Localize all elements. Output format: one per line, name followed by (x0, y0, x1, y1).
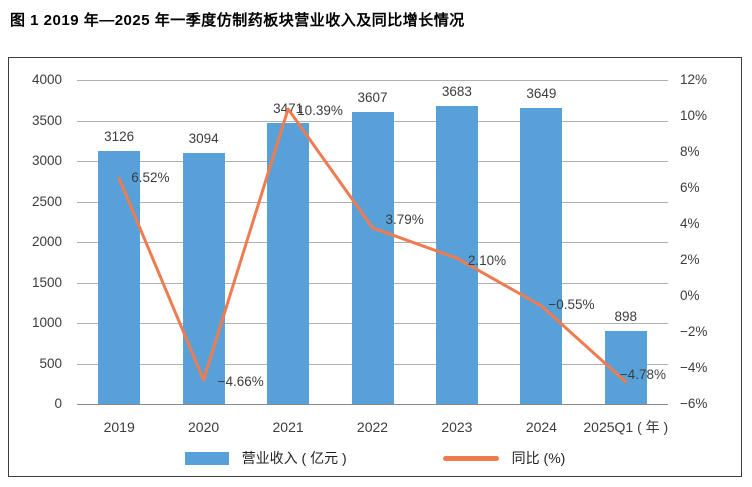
bar-value-label: 3683 (441, 83, 472, 99)
y-left-tick-label: 0 (54, 396, 62, 411)
y-left-tick-label: 1000 (31, 315, 62, 330)
x-axis-line (77, 404, 668, 405)
y-right-tick-label: −6% (680, 396, 708, 411)
bar-2022 (351, 111, 394, 404)
y-right-tick-label: 2% (680, 252, 700, 267)
bar-value-label: 3094 (188, 131, 219, 147)
legend-label-revenue: 营业收入 ( 亿元 ) (241, 450, 347, 466)
y-left-tick-label: 4000 (31, 72, 62, 87)
y-right-tick-label: 8% (680, 144, 700, 159)
y-left-tick-label: 1500 (31, 274, 62, 290)
bar-value-label: 3649 (526, 86, 557, 102)
y-left-tick-label: 2500 (31, 193, 62, 209)
line-value-label: 10.39% (297, 103, 343, 118)
bar-value-label: 3126 (104, 128, 135, 144)
y-left-tick-label: 3000 (31, 153, 62, 168)
gridline (77, 80, 668, 81)
line-value-label: 3.79% (385, 211, 424, 227)
line-value-label: 6.52% (131, 169, 170, 185)
y-left-tick-label: 3500 (31, 112, 62, 128)
y-right-tick-label: 4% (680, 216, 700, 231)
line-swatch-icon (442, 455, 499, 461)
x-tick-label: 2021 (272, 419, 304, 435)
bar-2024 (520, 108, 563, 404)
line-value-label: −0.55% (548, 296, 595, 312)
x-tick-label: 2022 (356, 419, 389, 435)
x-tick-label: 2019 (103, 419, 135, 435)
figure-title: 图 1 2019 年—2025 年一季度仿制药板块营业收入及同比增长情况 (10, 12, 465, 29)
y-left-tick-label: 500 (39, 355, 62, 371)
legend-item-yoy: 同比 (%) (442, 448, 566, 468)
line-value-label: −4.66% (217, 373, 264, 389)
y-right-tick-label: 6% (680, 180, 700, 195)
x-tick-label: 2020 (188, 419, 220, 435)
legend: 营业收入 ( 亿元 ) 同比 (%) (8, 446, 742, 470)
bar-value-label: 3607 (357, 89, 388, 105)
bar-2019 (98, 150, 141, 404)
bar-2021 (267, 122, 310, 404)
x-tick-label: 2024 (525, 419, 557, 435)
y-right-tick-label: −4% (680, 360, 708, 375)
bar-2020 (182, 153, 225, 404)
y-left-tick-label: 2000 (31, 234, 62, 249)
legend-item-revenue: 营业收入 ( 亿元 ) (184, 448, 347, 468)
x-tick-label: 2023 (441, 419, 473, 435)
y-right-tick-label: −2% (680, 324, 708, 339)
bar-swatch-icon (184, 451, 229, 465)
legend-label-yoy: 同比 (%) (511, 450, 566, 466)
line-value-label: −4.78% (619, 367, 666, 382)
x-tick-label: 2025Q1 ( 年 ) (583, 419, 669, 435)
y-right-tick-label: 10% (680, 108, 708, 123)
line-value-label: 2.10% (467, 253, 507, 269)
bar-value-label: 898 (614, 309, 638, 325)
y-right-tick-label: 0% (680, 288, 700, 303)
y-right-tick-label: 12% (680, 72, 708, 87)
